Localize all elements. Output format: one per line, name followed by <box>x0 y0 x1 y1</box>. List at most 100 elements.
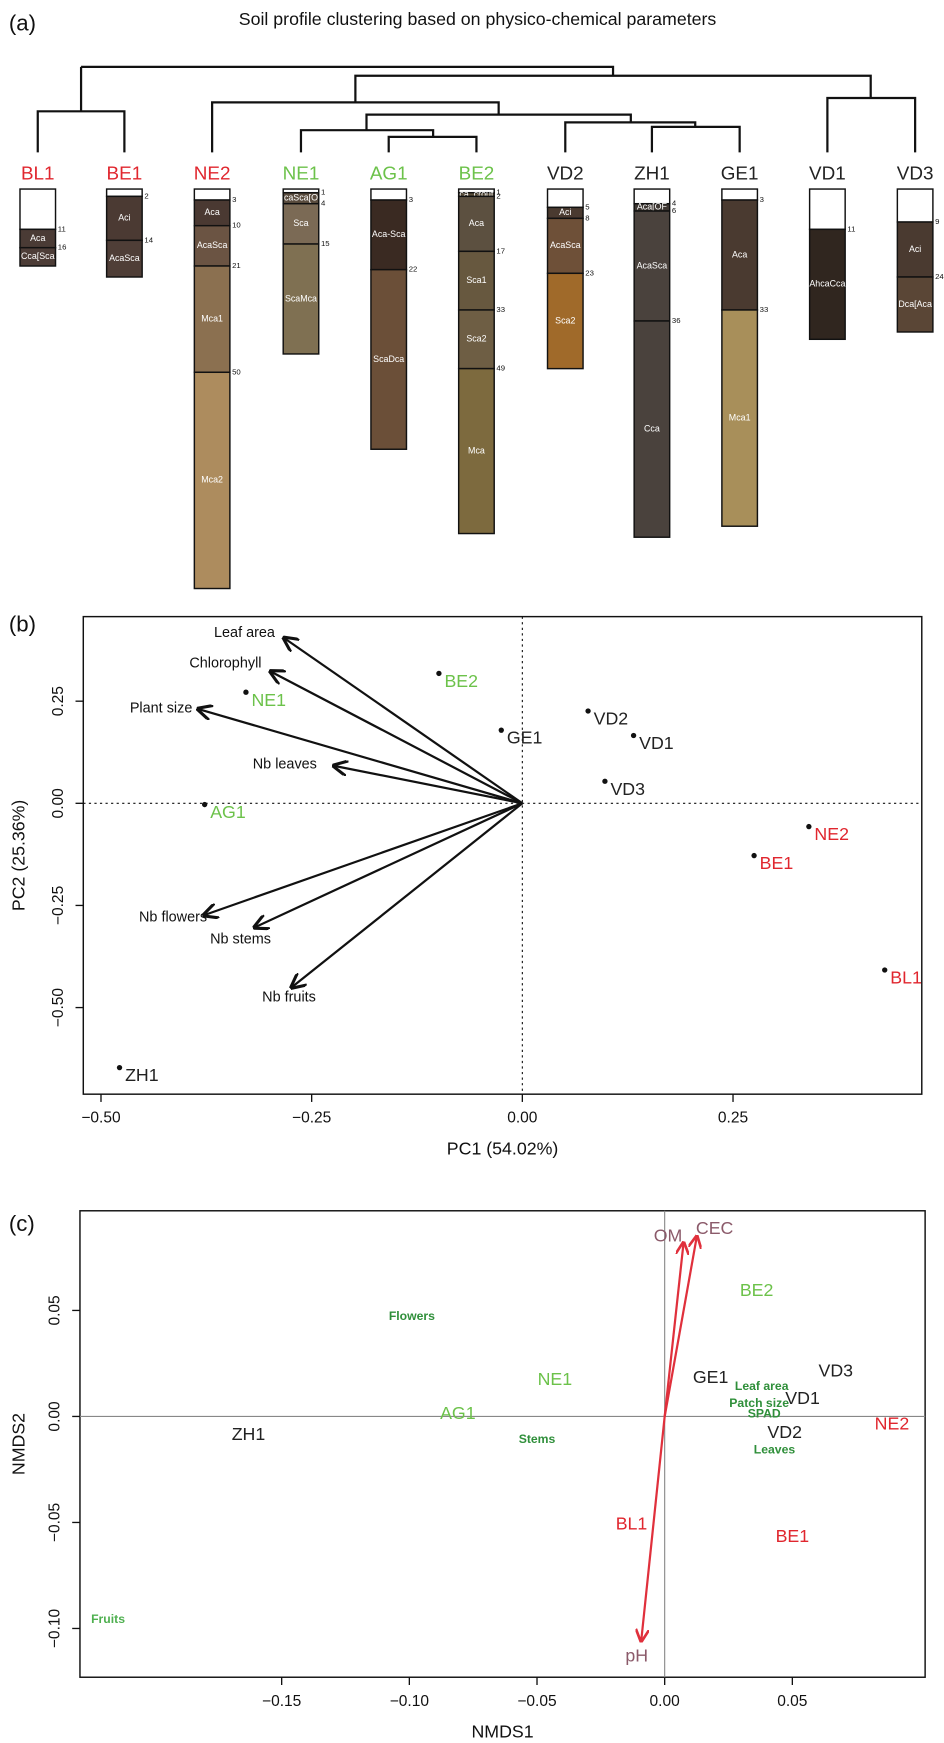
loading-arrow <box>204 802 523 915</box>
horizon-label: ScaMca <box>285 293 317 303</box>
horizon-label: ScaDca <box>373 354 404 364</box>
score-label: VD3 <box>610 779 645 799</box>
score-label: ZH1 <box>125 1065 159 1085</box>
horizon <box>896 276 934 333</box>
x-tick-label: 0.25 <box>718 1110 748 1127</box>
horizon <box>457 367 495 535</box>
species-label: Patch size <box>729 1396 789 1410</box>
x-tick-label: −0.10 <box>390 1693 430 1710</box>
loading-label: Nb stems <box>210 932 271 948</box>
score-point <box>751 852 757 859</box>
site-label: NE2 <box>875 1414 910 1434</box>
horizon <box>633 210 671 322</box>
profile-name: GE1 <box>721 163 759 184</box>
species-label: Stems <box>519 1432 556 1446</box>
depth-label: 10 <box>232 221 241 230</box>
horizon-label: Aci <box>909 244 921 254</box>
loading-label: Leaf area <box>214 625 276 641</box>
score-point <box>116 1064 123 1071</box>
dendro-link <box>826 96 917 153</box>
x-axis-label: NMDS1 <box>471 1721 533 1741</box>
x-tick-label: 0.05 <box>777 1693 807 1710</box>
depth-label: 9 <box>935 217 939 226</box>
horizon <box>193 188 231 201</box>
score-point <box>602 778 608 784</box>
loading-label: Nb fruits <box>262 989 316 1005</box>
horizon <box>193 224 231 267</box>
horizon-label: Aca-Sca <box>372 229 406 239</box>
horizon <box>370 199 408 271</box>
depth-label: 2 <box>144 191 148 200</box>
score-point <box>498 727 504 733</box>
site-label: VD2 <box>767 1422 802 1442</box>
dendro-link <box>354 74 872 103</box>
y-tick-label: −0.10 <box>47 1608 64 1648</box>
horizon-label: AhcaCca <box>809 279 845 289</box>
horizon-label: Sca <box>293 218 308 228</box>
site-label: BL1 <box>616 1513 648 1533</box>
horizon-label: Aca <box>469 218 484 228</box>
depth-label: 16 <box>58 243 67 252</box>
score-point <box>882 967 888 973</box>
depth-label: 49 <box>496 364 505 373</box>
loading-arrow <box>291 802 524 987</box>
score-label: BE1 <box>760 853 794 873</box>
depth-label: 50 <box>232 367 241 376</box>
depth-label: 14 <box>144 235 153 244</box>
loading-arrow <box>270 671 523 805</box>
loading-arrow <box>284 638 523 805</box>
horizon <box>105 195 143 242</box>
x-tick-label: 0.00 <box>507 1110 538 1127</box>
horizon <box>896 188 934 223</box>
horizon <box>370 188 408 201</box>
depth-label: 22 <box>409 265 418 274</box>
x-tick-label: −0.50 <box>81 1110 121 1127</box>
horizon <box>193 265 231 374</box>
score-label: BE2 <box>444 671 478 691</box>
loading-arrow <box>334 766 523 805</box>
dendro-link <box>650 125 741 153</box>
y-tick-label: 0.00 <box>47 1401 64 1432</box>
depth-label: 3 <box>409 195 413 204</box>
horizon-label: Aca <box>204 207 219 217</box>
score-point <box>243 689 249 695</box>
depth-label: 3 <box>232 195 236 204</box>
dendro-link <box>387 135 478 153</box>
depth-label: 36 <box>672 316 681 325</box>
horizon <box>808 188 846 231</box>
profile-name: VD3 <box>897 163 934 184</box>
species-label: Fruits <box>91 1612 125 1626</box>
score-point <box>585 708 591 714</box>
depth-label: 11 <box>847 224 855 233</box>
horizon-label: Sca1 <box>466 275 486 285</box>
y-axis-label: NMDS2 <box>9 1413 29 1475</box>
horizon <box>370 268 408 450</box>
species-label: Flowers <box>389 1309 435 1323</box>
horizon-label: AcaSca <box>637 260 668 270</box>
depth-label: 33 <box>496 305 505 314</box>
loading-label: Plant size <box>130 701 193 717</box>
horizon <box>896 221 934 278</box>
horizon-label: Cca[Sca <box>21 251 55 261</box>
chart-title: Soil profile clustering based on physico… <box>239 9 717 29</box>
dendro-link <box>36 66 126 153</box>
site-label: VD1 <box>785 1388 820 1408</box>
profile-name: NE1 <box>283 163 320 184</box>
horizon <box>19 188 57 231</box>
y-tick-label: 0.05 <box>47 1295 64 1325</box>
horizon-label: AcaSca <box>197 240 228 250</box>
env-label: CEC <box>696 1218 734 1238</box>
horizon-label: Aca <box>732 249 747 259</box>
horizon <box>721 199 759 311</box>
profile-name: VD2 <box>547 163 584 184</box>
profile-name: VD1 <box>809 163 846 184</box>
horizon <box>105 188 143 198</box>
horizon-label: Aca[OF <box>637 202 668 212</box>
y-tick-label: −0.25 <box>50 886 67 925</box>
site-label: ZH1 <box>232 1424 266 1444</box>
score-label: BL1 <box>890 968 922 988</box>
depth-label: 11 <box>58 224 66 233</box>
depth-label: 6 <box>672 206 676 215</box>
site-label: BE2 <box>740 1280 774 1300</box>
loading-label: Chlorophyll <box>189 655 261 671</box>
